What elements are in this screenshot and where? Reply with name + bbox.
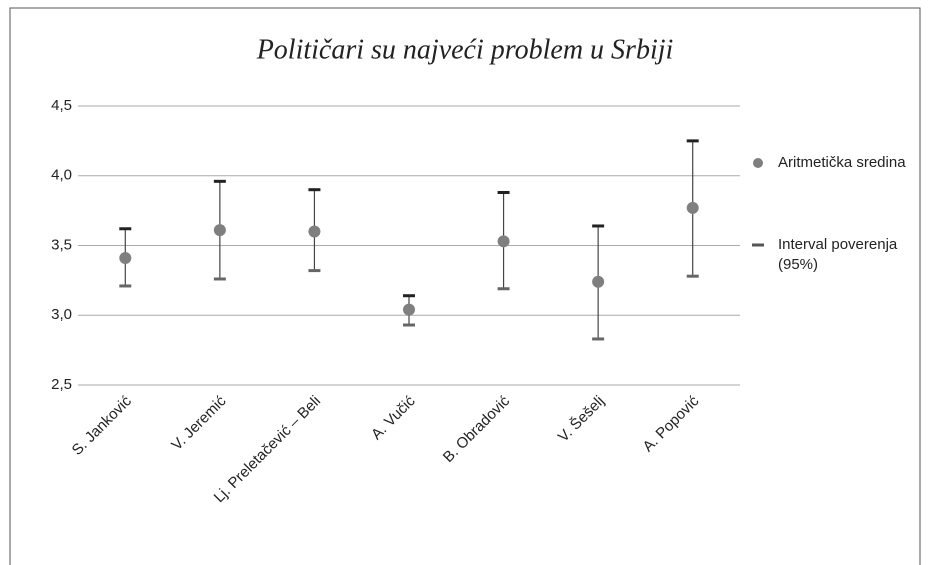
mean-marker xyxy=(119,252,132,265)
mean-marker xyxy=(308,225,321,238)
y-tick-label: 4,0 xyxy=(51,167,72,184)
x-tick-label: Lj. Preletačević – Beli xyxy=(211,393,324,506)
x-tick-label: B. Obradović xyxy=(440,392,514,466)
x-tick-label: S. Janković xyxy=(69,392,136,459)
y-tick-label: 3,5 xyxy=(51,236,72,253)
chart-title: Političari su najveći problem u Srbiji xyxy=(256,34,674,65)
mean-marker xyxy=(592,275,605,288)
x-tick-label: V. Šešelj xyxy=(555,393,608,446)
mean-marker xyxy=(686,201,699,214)
legend-mean-marker xyxy=(753,158,763,168)
legend-interval: Interval poverenja (95%) xyxy=(778,236,898,273)
x-tick-label: A. Popović xyxy=(640,392,703,455)
chart-border xyxy=(9,7,921,565)
mean-marker xyxy=(403,303,415,316)
x-tick-label: V. Jeremić xyxy=(168,392,229,453)
mean-marker xyxy=(497,235,510,248)
y-tick-label: 3,0 xyxy=(51,306,72,323)
y-tick-label: 4,5 xyxy=(51,97,72,114)
y-tick-label: 2,5 xyxy=(51,376,72,393)
x-tick-label: A. Vučić xyxy=(368,392,419,443)
mean-marker xyxy=(213,224,226,237)
legend-mean: Aritmetička sredina xyxy=(778,154,906,171)
